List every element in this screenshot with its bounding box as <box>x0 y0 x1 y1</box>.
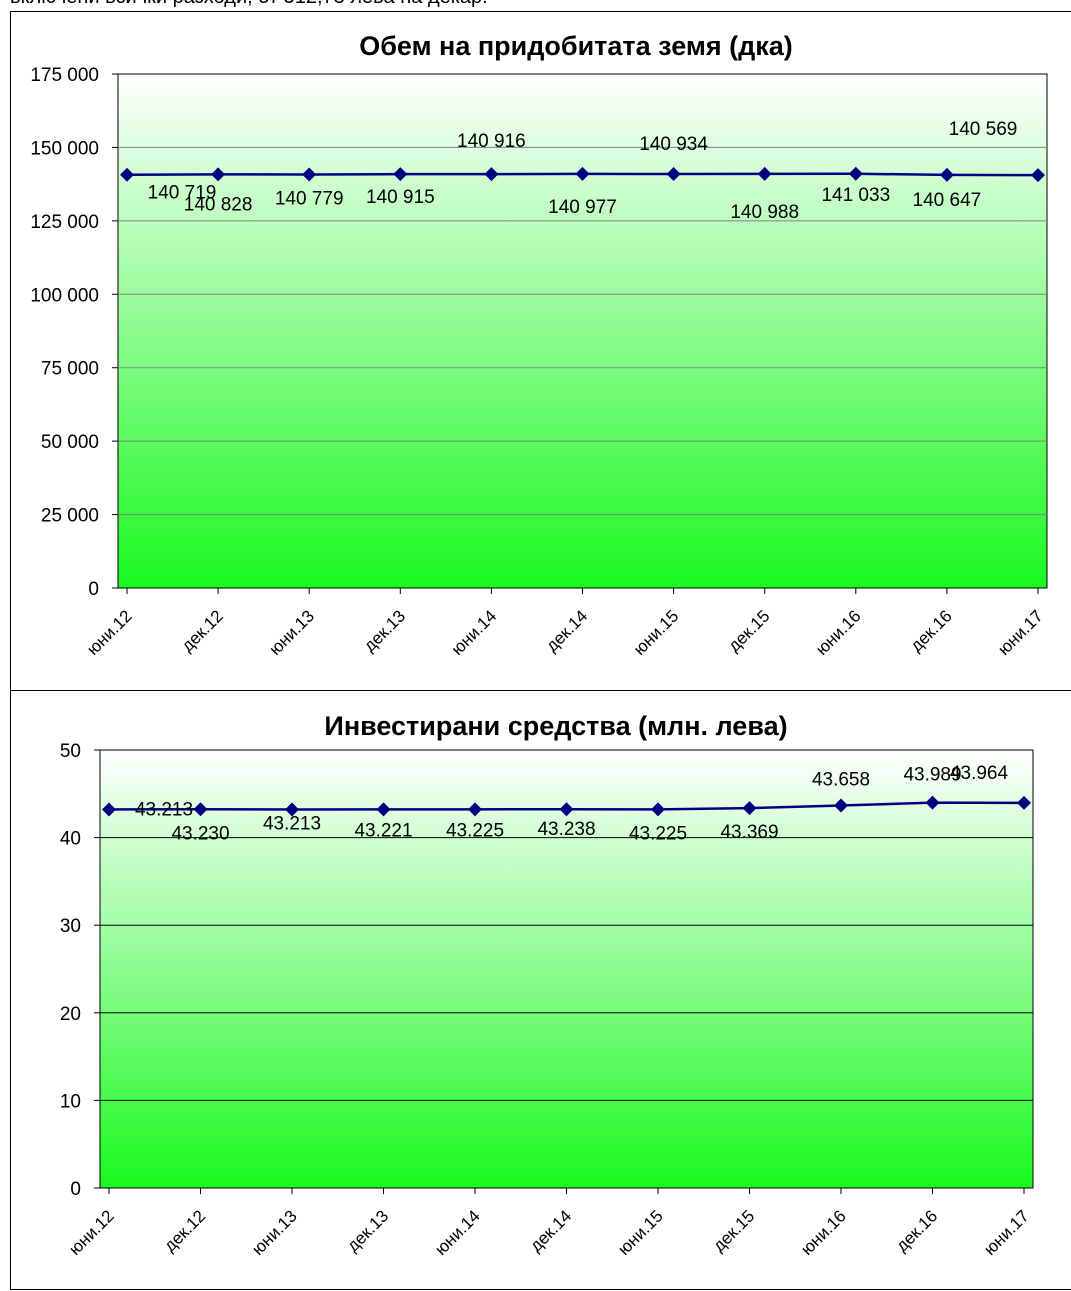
data-point <box>559 802 574 817</box>
x-tick-label: дек.12 <box>178 606 227 655</box>
chart-title: Инвестирани средства (млн. лева) <box>324 711 787 741</box>
data-label: 43.225 <box>446 820 504 841</box>
data-point <box>468 802 482 817</box>
data-label: 43.221 <box>354 820 412 841</box>
x-tick-label: дек.15 <box>709 1206 758 1255</box>
data-point <box>939 167 954 182</box>
data-label: 43.369 <box>720 822 778 843</box>
investment-chart: Инвестирани средства (млн. лева) 0 10 20 30… <box>60 711 1034 1259</box>
y-tick-label: 125 000 <box>30 212 99 233</box>
data-point <box>193 802 208 817</box>
data-label: 43.225 <box>629 823 687 844</box>
data-label: 43.989 <box>903 765 961 786</box>
y-tick-label: 40 <box>60 829 81 850</box>
data-point <box>925 795 940 810</box>
x-tick-label: юни.16 <box>812 606 865 659</box>
data-label: 140 828 <box>184 194 253 215</box>
data-point <box>302 167 317 182</box>
land-volume-chart: Обем на придобитата земя (дка) 0 25 000 50… <box>30 31 1048 659</box>
data-label: 140 916 <box>457 131 526 152</box>
y-tick-label: 75 000 <box>41 359 99 380</box>
plot-area <box>99 749 1034 1189</box>
x-tick-label: дек.13 <box>360 606 409 655</box>
data-label: 43.658 <box>812 770 870 791</box>
data-label: 140 647 <box>913 190 982 211</box>
data-label: 43.213 <box>135 799 193 820</box>
data-point <box>848 166 863 181</box>
y-tick-label: 30 <box>60 916 81 937</box>
data-label: 140 719 <box>148 183 217 204</box>
chart-title: Обем на придобитата земя (дка) <box>359 31 793 61</box>
x-tick-label: юни.15 <box>614 1206 667 1259</box>
data-point <box>211 167 226 182</box>
y-tick-label: 50 <box>60 741 81 762</box>
x-tick-label: юни.13 <box>248 1206 301 1259</box>
y-tick-label: 25 000 <box>41 506 99 527</box>
data-point <box>757 166 772 181</box>
y-tick-label: 150 000 <box>30 138 99 159</box>
data-label: 140 988 <box>730 202 799 223</box>
x-tick-label: юни.14 <box>448 606 501 659</box>
x-tick-label: юни.12 <box>65 1206 118 1259</box>
plot-area <box>117 73 1048 589</box>
x-tick-label: дек.14 <box>526 1206 575 1255</box>
data-label: 140 934 <box>639 134 708 155</box>
data-label: 140 779 <box>275 189 344 210</box>
data-point <box>651 802 665 817</box>
x-tick-label: юни.15 <box>630 606 683 659</box>
x-tick-label: дек.16 <box>892 1206 941 1255</box>
data-point <box>102 802 116 817</box>
data-point <box>285 802 299 817</box>
y-tick-label: 10 <box>60 1091 81 1112</box>
top-text-fragment: включени всички разходи, от 512,73 лева … <box>10 0 488 9</box>
x-tick-label: дек.15 <box>724 606 773 655</box>
data-point <box>742 801 757 816</box>
data-point <box>834 798 848 813</box>
x-tick-label: дек.14 <box>542 606 591 655</box>
data-label: 43.230 <box>171 823 229 844</box>
data-label: 43.964 <box>950 763 1009 784</box>
data-point <box>1031 168 1045 183</box>
y-tick-label: 175 000 <box>30 65 99 86</box>
data-point <box>393 167 408 182</box>
y-tick-label: 20 <box>60 1004 81 1025</box>
y-tick-label: 50 000 <box>41 432 99 453</box>
x-tick-label: юни.13 <box>266 606 319 659</box>
data-point <box>120 167 134 182</box>
y-tick-label: 0 <box>88 579 99 600</box>
x-tick-label: дек.13 <box>343 1206 392 1255</box>
data-point <box>666 167 681 182</box>
data-point <box>575 166 590 181</box>
x-tick-label: юни.16 <box>797 1206 850 1259</box>
x-tick-label: юни.17 <box>980 1206 1033 1259</box>
x-tick-label: юни.14 <box>431 1206 484 1259</box>
y-tick-label: 100 000 <box>30 285 99 306</box>
data-label: 140 915 <box>366 187 435 208</box>
x-tick-label: юни.12 <box>83 606 136 659</box>
x-tick-label: дек.16 <box>907 606 956 655</box>
x-tick-label: дек.12 <box>160 1206 209 1255</box>
data-point <box>376 802 391 817</box>
data-point <box>1017 795 1031 810</box>
data-label: 141 033 <box>821 185 890 206</box>
chart-panel-investment: Инвестирани средства (млн. лева) 0 10 20 30… <box>10 690 1071 1290</box>
data-label: 43.213 <box>263 813 321 834</box>
x-tick-label: юни.17 <box>994 606 1047 659</box>
chart-panel-land-volume: Обем на придобитата земя (дка) 0 25 000 50… <box>10 11 1071 691</box>
data-label: 140 977 <box>548 197 617 218</box>
data-label: 43.238 <box>537 819 595 840</box>
data-point <box>484 167 499 182</box>
y-tick-label: 0 <box>70 1179 81 1200</box>
data-label: 140 569 <box>949 119 1018 140</box>
